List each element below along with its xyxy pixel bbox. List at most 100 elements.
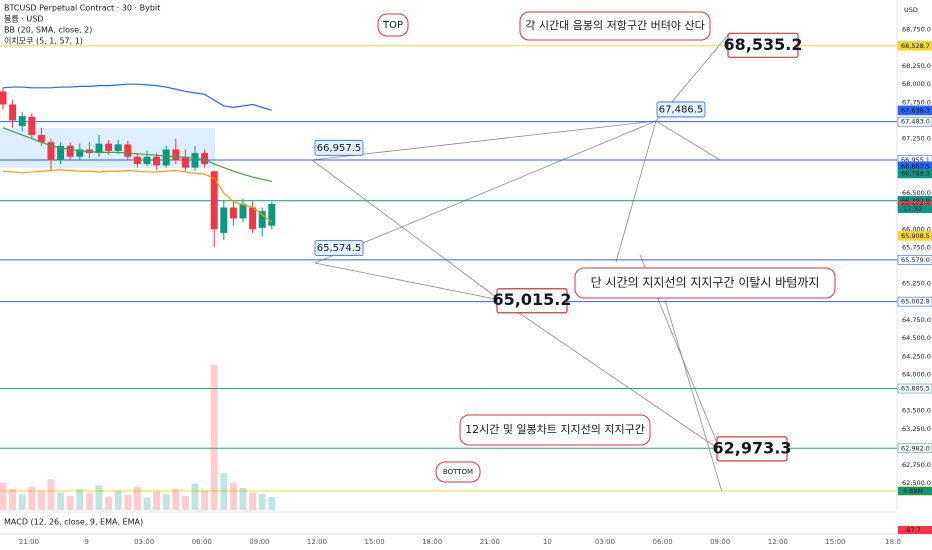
volume-bar bbox=[162, 494, 170, 510]
volume-bar bbox=[9, 488, 17, 510]
candle-body bbox=[172, 149, 180, 161]
volume-bar bbox=[114, 490, 122, 510]
price-tag: 65,574.5 bbox=[317, 243, 362, 254]
price-tag-box bbox=[314, 240, 364, 257]
callout-box bbox=[377, 13, 409, 37]
macd-value-bg bbox=[898, 526, 932, 534]
callout-box bbox=[459, 414, 651, 446]
countdown: 11:30 bbox=[903, 205, 922, 213]
volume-badge-bg bbox=[898, 487, 932, 495]
callout-text: 12시간 및 일봉차트 지지선의 지지구간 bbox=[465, 422, 645, 436]
volume-bar bbox=[133, 487, 141, 510]
candle-body bbox=[239, 203, 247, 219]
candle-body bbox=[181, 156, 189, 168]
volume-bar bbox=[57, 492, 65, 510]
volume-bar bbox=[201, 490, 209, 510]
price-badge bbox=[897, 116, 932, 127]
candle-body bbox=[258, 211, 266, 228]
macd-value: -67.7 bbox=[904, 526, 921, 534]
callout-text: TOP bbox=[382, 20, 403, 31]
price-tag: 67,486.5 bbox=[659, 104, 704, 115]
price-badge bbox=[897, 41, 932, 51]
y-tick-label: 67,750.0 bbox=[902, 98, 931, 106]
y-tick-label: 63,250.0 bbox=[902, 425, 931, 433]
price-badge-label: 67,638.3 bbox=[901, 106, 930, 114]
price-tag: 65,015.2 bbox=[493, 290, 572, 309]
price-tag: 68,535.2 bbox=[724, 35, 803, 54]
candle-body bbox=[201, 153, 209, 164]
candle-body bbox=[57, 145, 65, 161]
volume-bar bbox=[191, 483, 199, 510]
y-tick-label: 66,500.0 bbox=[902, 189, 931, 197]
price-tag: 66,957.5 bbox=[317, 143, 362, 154]
candle-body bbox=[143, 156, 151, 164]
volume-bar bbox=[124, 495, 132, 510]
time-label: 06:00 bbox=[653, 538, 673, 546]
time-label: 18:0 bbox=[885, 538, 901, 546]
price-badge bbox=[897, 168, 932, 179]
currency: USD bbox=[904, 6, 918, 14]
price-badge bbox=[897, 231, 932, 241]
volume-bar bbox=[249, 492, 257, 510]
price-tag-box bbox=[314, 139, 364, 156]
price-badge-label: 68,528.7 bbox=[901, 42, 930, 50]
candle-body bbox=[249, 207, 257, 230]
countdown-bg bbox=[898, 205, 932, 213]
candle-body bbox=[28, 116, 36, 135]
y-tick-label: 63,500.0 bbox=[902, 407, 931, 415]
volume-bar bbox=[105, 496, 113, 510]
indicator-line bbox=[2, 83, 272, 111]
indicator-line bbox=[2, 169, 273, 223]
indicator-line bbox=[2, 127, 272, 182]
indicator: BB (20, SMA, close, 2) bbox=[4, 26, 92, 35]
candle-body bbox=[18, 116, 26, 127]
price-badge-label: 63,805.5 bbox=[901, 385, 930, 393]
price-badge bbox=[897, 296, 932, 307]
time-label: 15:00 bbox=[825, 538, 845, 546]
y-tick-label: 64,000.0 bbox=[902, 370, 931, 378]
price-tag: 62,973.3 bbox=[713, 438, 792, 457]
candle-body bbox=[162, 149, 170, 166]
volume-bar bbox=[239, 488, 247, 510]
volume-bar bbox=[143, 497, 151, 510]
price-badge-label: 65,908.5 bbox=[901, 232, 930, 240]
callout-text: BOTTOM bbox=[443, 468, 473, 476]
y-tick-label: 65,750.0 bbox=[902, 243, 931, 251]
time-label: 15:00 bbox=[365, 538, 385, 546]
time-label: 18:00 bbox=[422, 538, 442, 546]
time-label: 21:00 bbox=[19, 538, 39, 546]
candle-body bbox=[229, 207, 237, 219]
volume-bar bbox=[37, 490, 45, 510]
callout-text: 단 시간의 지지선의 지지구간 이탈시 바텀까지 bbox=[591, 276, 820, 290]
price-tag-box bbox=[727, 32, 799, 58]
y-tick-label: 64,750.0 bbox=[902, 316, 931, 324]
price-badge bbox=[897, 255, 932, 265]
callout-box bbox=[574, 267, 836, 299]
y-tick-label: 62,500.0 bbox=[902, 479, 931, 487]
time-label: 03:00 bbox=[595, 538, 615, 546]
callout-text: 각 시간대 음봉의 저항구간 버텨야 산다 bbox=[525, 19, 704, 32]
price-badge bbox=[897, 105, 932, 116]
candle-body bbox=[210, 171, 218, 230]
price-badge-label: 62,982.0 bbox=[901, 444, 930, 452]
volume-bar bbox=[220, 473, 228, 510]
volume-bar bbox=[76, 488, 84, 510]
time-label: 09:00 bbox=[710, 538, 730, 546]
candle-body bbox=[47, 142, 55, 161]
volume-bar bbox=[181, 495, 189, 510]
y-tick-label: 65,250.0 bbox=[902, 280, 931, 288]
candle-body bbox=[220, 207, 228, 233]
y-tick-label: 68,250.0 bbox=[902, 62, 931, 70]
price-badge bbox=[897, 383, 932, 394]
time-label: 12:00 bbox=[307, 538, 327, 546]
candle-body bbox=[66, 145, 74, 157]
volume-bar bbox=[28, 487, 36, 510]
price-tag-box bbox=[716, 436, 788, 462]
price-badge-label: 66,955.1 bbox=[901, 156, 930, 164]
volume-bar bbox=[66, 495, 74, 510]
y-tick-label: 68,000.0 bbox=[902, 80, 931, 88]
indicator: 이치모쿠 (5, 1, 57, 1) bbox=[4, 36, 83, 46]
volume-bar bbox=[18, 494, 26, 510]
candle-body bbox=[114, 144, 122, 151]
volume-bar bbox=[95, 485, 103, 510]
